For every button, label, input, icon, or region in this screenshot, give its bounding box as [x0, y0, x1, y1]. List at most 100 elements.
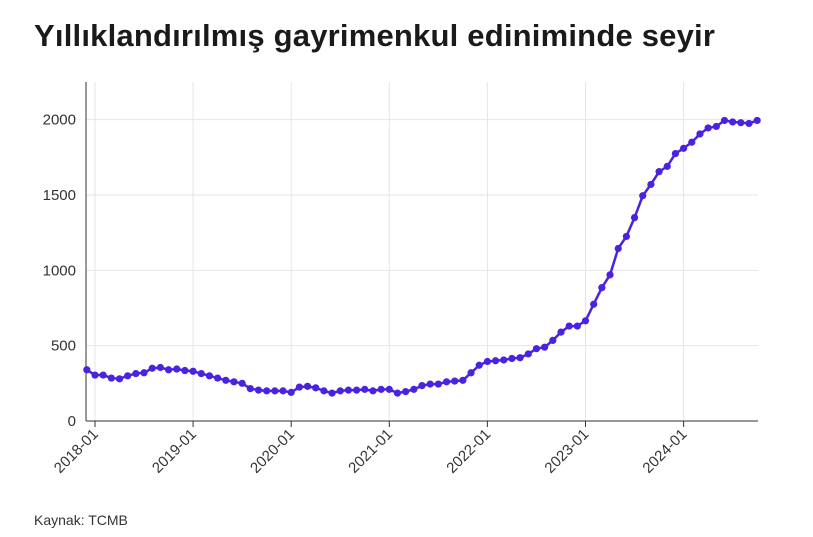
data-point: [303, 382, 312, 390]
data-point: [352, 386, 361, 394]
data-point: [107, 374, 115, 382]
y-tick-label: 0: [68, 413, 76, 430]
data-series: [83, 116, 761, 397]
data-point: [557, 328, 565, 336]
x-tick-label: 2021-01: [345, 426, 396, 477]
data-point: [410, 385, 418, 393]
data-point: [720, 116, 729, 125]
data-point: [320, 387, 328, 395]
data-point: [222, 376, 230, 384]
data-point: [181, 366, 189, 375]
data-point: [99, 371, 107, 379]
grid-lines: [86, 82, 758, 421]
data-point: [254, 386, 263, 394]
data-point: [622, 232, 630, 241]
data-point: [663, 162, 671, 170]
data-point: [393, 389, 402, 397]
data-point: [361, 385, 369, 393]
data-point: [148, 364, 156, 372]
data-point: [745, 119, 753, 128]
data-point: [132, 369, 140, 378]
data-point: [287, 388, 295, 396]
data-point: [402, 388, 410, 396]
data-point: [467, 369, 475, 377]
x-tick-label: 2022-01: [443, 426, 494, 477]
data-point: [491, 357, 500, 365]
data-point: [459, 376, 467, 384]
data-point: [606, 271, 614, 279]
data-point: [426, 380, 434, 388]
data-point: [377, 385, 385, 393]
x-tick-label: 2024-01: [639, 426, 690, 477]
data-point: [189, 367, 197, 375]
x-tick-label: 2020-01: [247, 426, 298, 477]
data-point: [655, 168, 663, 176]
data-point: [581, 317, 590, 325]
data-point: [647, 180, 655, 189]
source-note: Kaynak: TCMB: [34, 512, 128, 528]
data-point: [279, 387, 287, 395]
data-point: [312, 384, 320, 392]
data-point: [753, 116, 761, 125]
data-point: [688, 138, 696, 146]
data-point: [369, 387, 377, 395]
data-point: [140, 369, 148, 377]
y-tick-label: 500: [51, 338, 76, 355]
data-point: [532, 345, 541, 353]
data-point: [680, 144, 688, 152]
data-point: [238, 379, 246, 387]
y-tick-label: 1500: [43, 187, 76, 204]
data-point: [516, 354, 524, 362]
data-point: [671, 149, 680, 158]
data-point: [630, 214, 639, 222]
data-point: [385, 385, 393, 393]
data-point: [173, 365, 181, 373]
data-point: [549, 336, 557, 344]
x-tick-label: 2018-01: [51, 426, 102, 477]
data-point: [508, 354, 516, 363]
data-point: [271, 387, 279, 395]
chart-title: Yıllıklandırılmış gayrimenkul ediniminde…: [34, 18, 716, 53]
x-axis-tick-labels: 2018-01 2019-01 2020-01 2021-01 2022-01 2023-…: [51, 426, 691, 477]
data-point: [541, 343, 549, 351]
data-point: [483, 357, 492, 366]
data-point: [91, 371, 99, 379]
data-point: [197, 369, 205, 378]
y-axis-tick-labels: 0 500 1000 1500 2000: [43, 112, 76, 430]
data-point: [451, 377, 459, 385]
data-point: [729, 118, 737, 126]
data-point: [590, 300, 598, 308]
x-tick-label: 2023-01: [541, 426, 592, 477]
data-point: [500, 356, 508, 364]
data-point: [344, 386, 353, 394]
data-point: [524, 350, 532, 358]
data-point: [598, 284, 606, 292]
data-point: [246, 385, 254, 393]
data-point: [230, 378, 238, 386]
data-point: [205, 372, 214, 380]
data-point: [573, 322, 581, 330]
y-tick-label: 2000: [43, 112, 76, 129]
data-point: [442, 378, 451, 386]
data-point: [124, 372, 132, 380]
data-point: [418, 381, 426, 390]
data-point: [115, 375, 124, 383]
data-point: [295, 383, 303, 391]
data-point: [434, 380, 442, 388]
data-point: [475, 361, 483, 369]
data-point: [156, 363, 164, 372]
series-line: [86, 119, 758, 395]
y-tick-label: 1000: [43, 262, 76, 279]
data-point: [614, 244, 622, 253]
data-point: [336, 387, 344, 395]
data-point: [263, 387, 271, 395]
data-point: [328, 389, 336, 397]
data-point: [565, 322, 573, 330]
data-point: [164, 366, 173, 374]
data-point: [214, 374, 222, 382]
data-point: [737, 119, 745, 127]
data-point: [83, 366, 91, 374]
data-point: [639, 192, 647, 200]
data-point: [712, 122, 720, 131]
